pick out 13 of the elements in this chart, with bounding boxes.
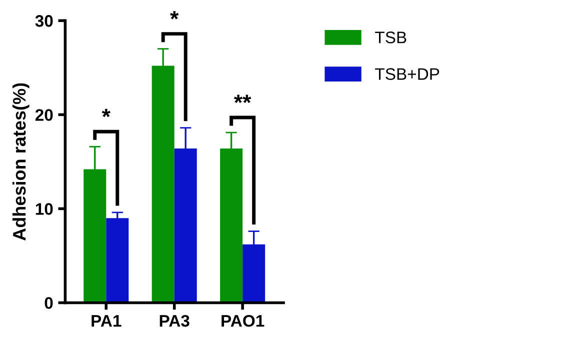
legend-label: TSB+DP	[375, 68, 440, 80]
y-tick-label: 10	[36, 203, 53, 215]
annotation: **	[234, 94, 252, 104]
y-axis-title: Adhesion rates(%)	[12, 83, 30, 240]
x-tick-label: PA1	[92, 315, 122, 327]
annotation: *	[102, 108, 110, 118]
x-tick-label: PAO1	[222, 314, 264, 327]
text: *	[170, 11, 179, 20]
legend-label: TSB	[375, 32, 406, 44]
y-tick-label: 30	[35, 15, 53, 27]
y-tick-label: 20	[35, 109, 53, 121]
y-tick-label: 0	[44, 297, 53, 309]
x-tick-label: PA3	[160, 314, 190, 327]
